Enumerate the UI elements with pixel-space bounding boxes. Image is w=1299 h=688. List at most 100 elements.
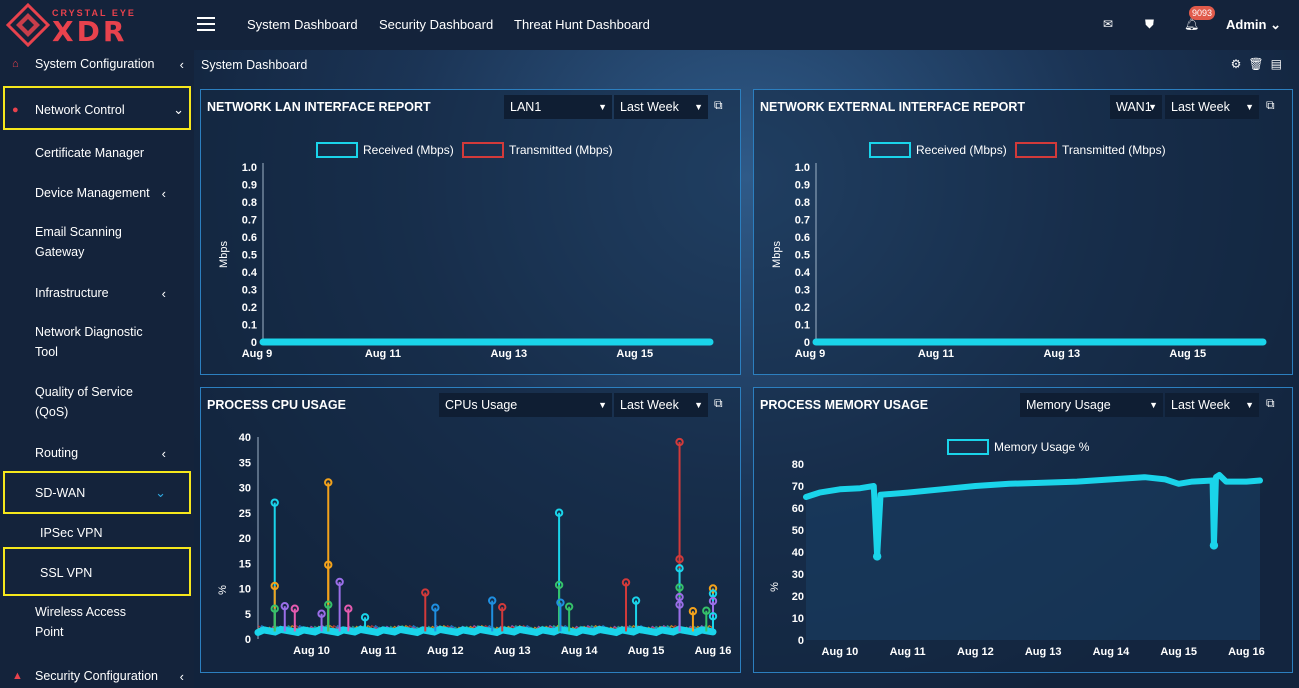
cpu-spike-point bbox=[564, 602, 574, 611]
cpu-spike-point bbox=[324, 478, 333, 487]
notification-badge: 9093 bbox=[1189, 6, 1216, 20]
x-tick-label: Aug 9 bbox=[795, 348, 826, 360]
interface-select[interactable]: LAN1 ▼ bbox=[504, 95, 612, 119]
range-select[interactable]: Last Week ▼ bbox=[1165, 95, 1259, 119]
external-link-icon[interactable]: ⧉ bbox=[1266, 396, 1275, 410]
hamburger-menu-icon[interactable] bbox=[197, 17, 215, 35]
sidebar-item-label: SSL VPN bbox=[40, 566, 93, 580]
y-tick-label: 0 bbox=[245, 634, 251, 646]
cpu-spike-point bbox=[708, 589, 718, 598]
y-tick-label: 0 bbox=[251, 337, 257, 349]
y-tick-label: 0.4 bbox=[242, 267, 258, 279]
x-tick-label: Aug 10 bbox=[293, 645, 330, 657]
trash-icon[interactable]: 🗑︎ bbox=[1248, 57, 1271, 71]
y-axis-label: % bbox=[769, 582, 781, 592]
nav-system-dashboard[interactable]: System Dashboard bbox=[247, 17, 358, 32]
cpu-spike-point bbox=[554, 580, 564, 590]
y-tick-label: 25 bbox=[239, 508, 251, 520]
sidebar-item-label: Network Control bbox=[35, 103, 125, 117]
y-tick-label: 70 bbox=[792, 481, 804, 493]
caret-down-icon: ▼ bbox=[694, 102, 703, 112]
sidebar-item-routing[interactable]: Routing ‹ bbox=[0, 442, 194, 464]
nav-security-dashboard[interactable]: Security Dashboard bbox=[379, 17, 494, 32]
cpu-spike-point bbox=[675, 583, 684, 592]
globe-icon: ● bbox=[12, 104, 19, 116]
user-name: Admin bbox=[1226, 17, 1267, 32]
cpu-spike-point bbox=[708, 612, 718, 621]
cpu-spike-point bbox=[421, 588, 430, 597]
nav-threat-hunt-dashboard[interactable]: Threat Hunt Dashboard bbox=[514, 17, 650, 32]
sidebar-item-device-management[interactable]: Device Management ‹ bbox=[0, 182, 194, 204]
sidebar-item-label: SD-WAN bbox=[35, 486, 86, 500]
y-tick-label: 0 bbox=[804, 337, 810, 349]
x-tick-label: Aug 14 bbox=[561, 645, 599, 657]
sidebar-item-system-configuration[interactable]: ⌂ System Configuration ‹ bbox=[0, 53, 194, 75]
interface-select-value: LAN1 bbox=[510, 100, 542, 114]
wan-interface-panel: NETWORK EXTERNAL INTERFACE REPORT WAN1 ▼ … bbox=[753, 89, 1293, 375]
range-select[interactable]: Last Week ▼ bbox=[1165, 393, 1259, 417]
sidebar-item-label: Quality of Service bbox=[35, 385, 133, 399]
y-tick-label: 10 bbox=[239, 584, 251, 596]
shield-icon: ▲ bbox=[12, 670, 23, 682]
sidebar-item-security-configuration[interactable]: ▲ Security Configuration ‹ bbox=[0, 665, 194, 687]
mail-icon[interactable]: ✉ bbox=[1103, 17, 1114, 31]
sidebar-item-network-control[interactable]: ● Network Control ⌄ bbox=[0, 99, 194, 121]
book-icon[interactable]: ▤ bbox=[1270, 57, 1289, 71]
sidebar-item-ipsec-vpn[interactable]: IPSec VPN bbox=[0, 522, 194, 544]
cpu-spike-point bbox=[708, 596, 718, 606]
metric-select[interactable]: CPUs Usage ▼ bbox=[439, 393, 612, 417]
legend-label-memory: Memory Usage % bbox=[994, 440, 1090, 454]
y-tick-label: 0.2 bbox=[795, 302, 810, 314]
x-tick-label: Aug 13 bbox=[1025, 646, 1062, 658]
panel-title: NETWORK LAN INTERFACE REPORT bbox=[207, 100, 431, 114]
memory-chart: Memory Usage % 0 10 20 30 40 50 60 70 80% Aug 10 Au… bbox=[769, 439, 1265, 658]
sidebar-item-certificate-manager[interactable]: Certificate Manager bbox=[0, 142, 194, 164]
user-menu[interactable]: Admin ⌄ bbox=[1226, 17, 1281, 33]
sidebar-item-label: Routing bbox=[35, 446, 79, 460]
sidebar-item-network-diagnostic-tool[interactable]: Network Diagnostic Tool bbox=[0, 322, 194, 364]
external-link-icon[interactable]: ⧉ bbox=[714, 98, 723, 112]
sidebar-item-label: Point bbox=[35, 625, 64, 639]
metric-select[interactable]: Memory Usage ▼ bbox=[1020, 393, 1163, 417]
sidebar-item-label: Email Scanning bbox=[35, 225, 122, 239]
range-select[interactable]: Last Week ▼ bbox=[614, 95, 708, 119]
sidebar-item-infrastructure[interactable]: Infrastructure ‹ bbox=[0, 282, 194, 304]
sidebar-item-ssl-vpn[interactable]: SSL VPN bbox=[0, 562, 194, 584]
cpu-spike-point bbox=[270, 581, 279, 591]
x-tick-label: Aug 12 bbox=[957, 646, 994, 658]
cpu-spike-point bbox=[324, 560, 333, 569]
bell-icon[interactable]: 🔔︎ bbox=[1184, 17, 1200, 31]
y-tick-label: 0.5 bbox=[795, 250, 810, 262]
x-tick-label: Aug 12 bbox=[427, 645, 464, 657]
interface-select[interactable]: WAN1 ▼ bbox=[1110, 95, 1162, 119]
sidebar-item-quality-of-service[interactable]: Quality of Service (QoS) bbox=[0, 382, 194, 424]
gear-icon[interactable]: ⚙ bbox=[1230, 57, 1249, 71]
cpu-spike-point bbox=[621, 578, 631, 587]
x-tick-label: Aug 9 bbox=[242, 348, 273, 360]
y-tick-label: 0.6 bbox=[242, 232, 257, 244]
y-tick-label: 30 bbox=[239, 483, 251, 495]
shield-icon[interactable]: ⛊ bbox=[1145, 17, 1155, 31]
sidebar-item-wireless-access-point[interactable]: Wireless Access Point bbox=[0, 602, 194, 644]
x-tick-label: Aug 16 bbox=[695, 645, 732, 657]
external-link-icon[interactable]: ⧉ bbox=[714, 396, 723, 410]
caret-down-icon: ▼ bbox=[598, 102, 607, 112]
sidebar-item-sd-wan[interactable]: SD-WAN ⌄ bbox=[0, 482, 194, 504]
sidebar-item-email-scanning-gateway[interactable]: Email Scanning Gateway bbox=[0, 222, 194, 264]
y-tick-label: 0.1 bbox=[795, 320, 810, 332]
cpu-spike-point bbox=[280, 601, 289, 611]
legend-label-received: Received (Mbps) bbox=[363, 143, 454, 157]
cpu-spike-point bbox=[360, 613, 370, 622]
wan-chart: Received (Mbps) Transmitted (Mbps) 0 0.1 0.2… bbox=[771, 142, 1267, 360]
brand-small-text: CRYSTAL EYE bbox=[52, 8, 136, 18]
y-tick-label: 50 bbox=[792, 525, 804, 537]
cpu-spike-point bbox=[317, 609, 326, 618]
sidebar-item-label: Security Configuration bbox=[35, 669, 158, 683]
cpu-spike-point bbox=[498, 602, 507, 612]
memory-dip-point bbox=[1209, 541, 1219, 550]
brand-logo[interactable]: CRYSTAL EYE XDR bbox=[0, 0, 194, 50]
sidebar-item-label: (QoS) bbox=[35, 405, 69, 419]
range-select[interactable]: Last Week ▼ bbox=[614, 393, 708, 417]
external-link-icon[interactable]: ⧉ bbox=[1266, 98, 1275, 112]
cpu-spike-point bbox=[270, 604, 279, 613]
